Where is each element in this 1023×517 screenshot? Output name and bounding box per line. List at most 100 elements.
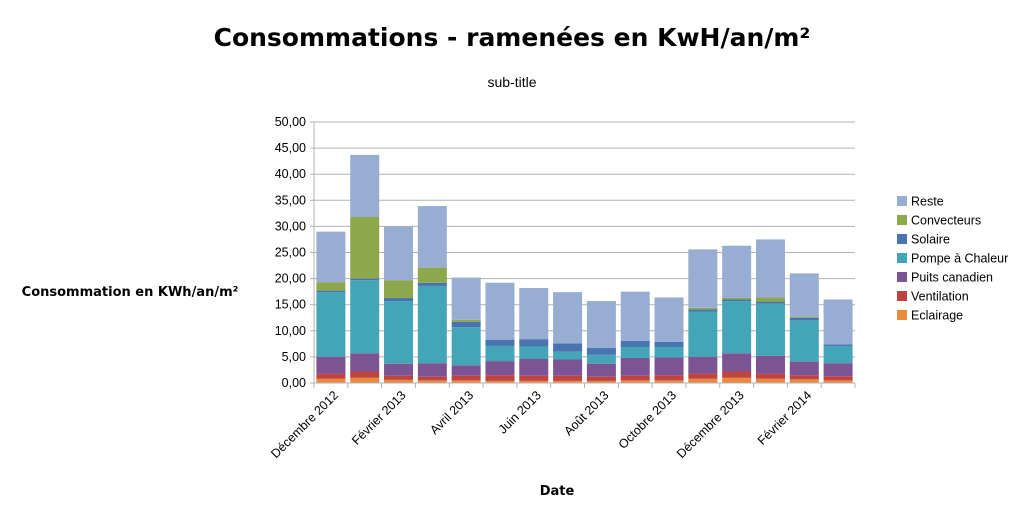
bar-segment — [789, 379, 819, 383]
bar-segment — [688, 307, 718, 310]
bar-segment — [451, 380, 481, 383]
bar-segment — [722, 299, 752, 302]
bar-segment — [722, 301, 752, 354]
legend-item: Eclairage — [897, 309, 963, 323]
bar-segment — [654, 357, 684, 376]
legend-label: Eclairage — [911, 309, 963, 323]
legend-item: Pompe à Chaleur — [897, 252, 1008, 266]
bar-segment — [384, 301, 414, 364]
legend-swatch — [897, 196, 907, 206]
bar-segment — [519, 288, 549, 340]
y-tick-label: 45,00 — [275, 141, 306, 155]
bar-segment — [688, 378, 718, 383]
bar-segment — [451, 277, 481, 320]
x-tick-labels: Décembre 2012 Février 2013 Avril 2013 Juin … — [268, 388, 814, 461]
y-tick-label: 35,00 — [275, 193, 306, 207]
bar-segment — [755, 239, 785, 298]
bar-segment — [451, 365, 481, 376]
bar-segment — [417, 363, 447, 377]
bar-segment — [688, 373, 718, 379]
bar-segment — [823, 344, 853, 346]
bar-segment — [823, 345, 853, 364]
bar-segment — [519, 339, 549, 347]
bar-segment — [519, 380, 549, 383]
x-tick-label: Décembre 2012 — [268, 388, 341, 461]
bar-segment — [620, 346, 650, 358]
bar-segment — [384, 363, 414, 376]
bar-segment — [722, 297, 752, 300]
bar-segment — [755, 378, 785, 383]
bar-segment — [620, 380, 650, 383]
bar-segment — [417, 285, 447, 364]
legend-swatch — [897, 234, 907, 244]
bar-segment — [722, 377, 752, 383]
bar-segment — [620, 340, 650, 347]
y-tick-label: 50,00 — [275, 115, 306, 129]
bar-segment — [654, 341, 684, 347]
bar-segment — [654, 375, 684, 381]
bar-segment — [384, 375, 414, 380]
bar-segment — [350, 217, 380, 279]
bar-segment — [350, 371, 380, 378]
bar-segment — [789, 375, 819, 380]
bar-segment — [316, 282, 346, 291]
bar-segment — [350, 280, 380, 354]
bar-segment — [384, 280, 414, 298]
axes — [310, 121, 856, 388]
bar-segment — [519, 375, 549, 381]
bar-segment — [654, 297, 684, 342]
bar-segment — [553, 292, 583, 344]
bar-segment — [823, 380, 853, 383]
bar-segment — [755, 373, 785, 379]
legend-swatch — [897, 215, 907, 225]
bar-segment — [789, 316, 819, 318]
bar-segment — [417, 380, 447, 383]
bar-segment — [485, 380, 515, 383]
bar-segment — [620, 357, 650, 376]
bar-segment — [823, 376, 853, 381]
bar-segment — [586, 301, 616, 349]
bar-segment — [654, 346, 684, 358]
bar-segment — [384, 297, 414, 302]
bar-segment — [519, 358, 549, 376]
bar-segment — [688, 309, 718, 312]
bars — [316, 154, 853, 383]
x-tick-label: Octobre 2013 — [616, 388, 679, 451]
bar-segment — [755, 301, 785, 304]
y-tick-label: 15,00 — [275, 298, 306, 312]
legend-label: Convecteurs — [911, 214, 981, 228]
bar-segment — [485, 345, 515, 362]
bar-segment — [789, 317, 819, 321]
bar-segment — [553, 375, 583, 381]
bar-segment — [553, 359, 583, 376]
x-tick-label: Août 2013 — [561, 388, 611, 438]
bar-segment — [553, 380, 583, 383]
legend-label: Solaire — [911, 233, 950, 247]
bar-segment — [553, 343, 583, 352]
y-tick-label: 30,00 — [275, 219, 306, 233]
bar-segment — [789, 320, 819, 362]
x-tick-label: Février 2013 — [349, 388, 409, 448]
y-tick-label: 40,00 — [275, 167, 306, 181]
bar-segment — [451, 327, 481, 366]
legend-item: Reste — [897, 195, 944, 209]
bar-segment — [316, 292, 346, 357]
legend-swatch — [897, 310, 907, 320]
bar-segment — [485, 361, 515, 376]
bar-segment — [722, 371, 752, 378]
bar-segment — [755, 355, 785, 374]
bar-segment — [755, 303, 785, 356]
bar-segment — [350, 278, 380, 281]
bar-segment — [586, 363, 616, 377]
y-tick-label: 5,00 — [282, 350, 306, 364]
bar-segment — [451, 375, 481, 381]
bar-segment — [350, 154, 380, 218]
bar-segment — [519, 346, 549, 359]
x-axis-title: Date — [540, 484, 575, 499]
bar-segment — [350, 353, 380, 372]
y-tick-label: 10,00 — [275, 324, 306, 338]
legend-item: Solaire — [897, 233, 950, 247]
legend-label: Pompe à Chaleur — [911, 252, 1008, 266]
bar-segment — [823, 363, 853, 377]
